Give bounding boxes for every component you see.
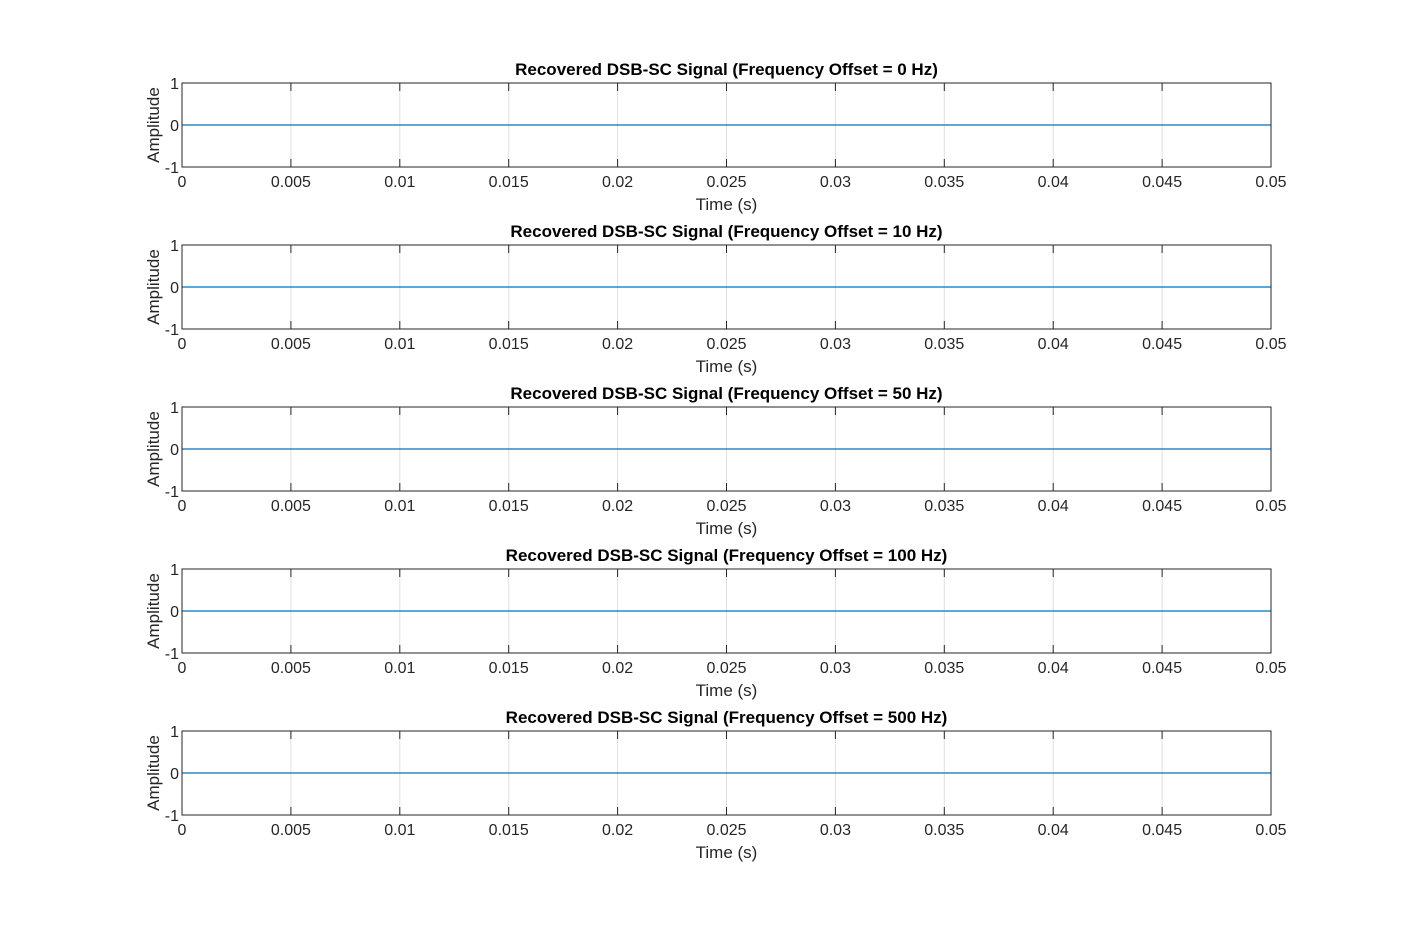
axes-box xyxy=(181,406,1272,492)
y-tick-label: 1 xyxy=(170,724,179,741)
x-tick-label: 0.01 xyxy=(384,498,415,515)
y-tick-label: 0 xyxy=(170,442,179,459)
x-tick-label: 0.045 xyxy=(1142,498,1182,515)
y-tick-label: -1 xyxy=(165,646,179,663)
x-tick-label: 0.03 xyxy=(820,174,851,191)
x-tick-label: 0.025 xyxy=(706,822,746,839)
axes-box xyxy=(181,730,1272,816)
x-tick-label: 0.005 xyxy=(271,822,311,839)
y-tick-label: 1 xyxy=(170,238,179,255)
y-axis-label: Amplitude xyxy=(144,411,163,487)
y-axis-label: Amplitude xyxy=(144,573,163,649)
x-tick-label: 0.035 xyxy=(924,174,964,191)
axes-box xyxy=(181,244,1272,330)
x-tick-label: 0.05 xyxy=(1255,174,1286,191)
y-axis-label: Amplitude xyxy=(144,87,163,163)
x-tick-label: 0.02 xyxy=(602,660,633,677)
x-tick-label: 0.03 xyxy=(820,822,851,839)
x-tick-label: 0 xyxy=(178,822,187,839)
y-tick-label: 0 xyxy=(170,118,179,135)
x-tick-label: 0.04 xyxy=(1038,336,1069,353)
x-tick-label: 0.005 xyxy=(271,174,311,191)
subplot-title: Recovered DSB-SC Signal (Frequency Offse… xyxy=(515,60,938,79)
axes-box xyxy=(181,568,1272,654)
x-tick-label: 0.035 xyxy=(924,822,964,839)
x-tick-label: 0.02 xyxy=(602,174,633,191)
x-tick-label: 0.01 xyxy=(384,822,415,839)
subplot-2: 0 0.005 0.01 0.015 0.02 0.025 0.03 0.035 0.04 0.0… xyxy=(144,222,1287,376)
subplot-title: Recovered DSB-SC Signal (Frequency Offse… xyxy=(506,708,948,727)
x-tick-label: 0 xyxy=(178,336,187,353)
x-tick-label: 0.045 xyxy=(1142,822,1182,839)
x-tick-label: 0.04 xyxy=(1038,498,1069,515)
x-tick-label: 0 xyxy=(178,174,187,191)
y-axis-label: Amplitude xyxy=(144,735,163,811)
x-tick-label: 0.005 xyxy=(271,498,311,515)
x-tick-label: 0 xyxy=(178,660,187,677)
y-tick-label: 1 xyxy=(170,76,179,93)
x-tick-label: 0.025 xyxy=(706,174,746,191)
x-axis-label: Time (s) xyxy=(696,843,758,862)
x-tick-label: 0.015 xyxy=(489,174,529,191)
subplot-4: 0 0.005 0.01 0.015 0.02 0.025 0.03 0.035 0.04 0.0… xyxy=(144,546,1287,700)
x-axis-label: Time (s) xyxy=(696,357,758,376)
subplot-5: 0 0.005 0.01 0.015 0.02 0.025 0.03 0.035 0.04 0.0… xyxy=(144,708,1287,862)
x-tick-label: 0.01 xyxy=(384,174,415,191)
x-tick-label: 0.05 xyxy=(1255,498,1286,515)
x-tick-label: 0.005 xyxy=(271,660,311,677)
x-tick-label: 0.025 xyxy=(706,336,746,353)
subplot-title: Recovered DSB-SC Signal (Frequency Offse… xyxy=(506,546,948,565)
x-tick-label: 0.025 xyxy=(706,660,746,677)
x-tick-label: 0.045 xyxy=(1142,660,1182,677)
x-tick-label: 0.05 xyxy=(1255,822,1286,839)
x-axis-label: Time (s) xyxy=(696,519,758,538)
subplot-1: 0 0.005 0.01 0.015 0.02 0.025 0.03 0.035 0.04 0.0… xyxy=(144,60,1287,214)
x-tick-label: 0.01 xyxy=(384,336,415,353)
x-axis-label: Time (s) xyxy=(696,681,758,700)
x-tick-label: 0.04 xyxy=(1038,660,1069,677)
subplot-title: Recovered DSB-SC Signal (Frequency Offse… xyxy=(510,222,942,241)
x-tick-label: 0.035 xyxy=(924,660,964,677)
x-tick-label: 0.045 xyxy=(1142,174,1182,191)
axes-box xyxy=(181,82,1272,168)
x-tick-label: 0.005 xyxy=(271,336,311,353)
y-tick-label: 0 xyxy=(170,604,179,621)
subplot-3: 0 0.005 0.01 0.015 0.02 0.025 0.03 0.035 0.04 0.0… xyxy=(144,384,1287,538)
y-tick-label: -1 xyxy=(165,160,179,177)
x-tick-label: 0.03 xyxy=(820,336,851,353)
x-tick-label: 0.015 xyxy=(489,498,529,515)
y-tick-label: 0 xyxy=(170,766,179,783)
x-tick-label: 0.03 xyxy=(820,498,851,515)
x-tick-label: 0.05 xyxy=(1255,336,1286,353)
x-tick-label: 0.04 xyxy=(1038,822,1069,839)
x-tick-label: 0.015 xyxy=(489,822,529,839)
y-tick-label: 1 xyxy=(170,562,179,579)
y-tick-label: -1 xyxy=(165,322,179,339)
x-tick-label: 0.035 xyxy=(924,498,964,515)
x-tick-label: 0 xyxy=(178,498,187,515)
x-axis-label: Time (s) xyxy=(696,195,758,214)
x-tick-label: 0.04 xyxy=(1038,174,1069,191)
x-tick-label: 0.05 xyxy=(1255,660,1286,677)
x-tick-label: 0.025 xyxy=(706,498,746,515)
x-tick-label: 0.02 xyxy=(602,498,633,515)
subplot-title: Recovered DSB-SC Signal (Frequency Offse… xyxy=(510,384,942,403)
x-tick-label: 0.02 xyxy=(602,336,633,353)
x-tick-label: 0.015 xyxy=(489,660,529,677)
x-tick-label: 0.015 xyxy=(489,336,529,353)
x-tick-label: 0.035 xyxy=(924,336,964,353)
y-tick-label: 0 xyxy=(170,280,179,297)
y-axis-label: Amplitude xyxy=(144,249,163,325)
x-tick-label: 0.045 xyxy=(1142,336,1182,353)
y-tick-label: -1 xyxy=(165,808,179,825)
x-tick-label: 0.03 xyxy=(820,660,851,677)
y-tick-label: -1 xyxy=(165,484,179,501)
x-tick-label: 0.01 xyxy=(384,660,415,677)
x-tick-label: 0.02 xyxy=(602,822,633,839)
y-tick-label: 1 xyxy=(170,400,179,417)
